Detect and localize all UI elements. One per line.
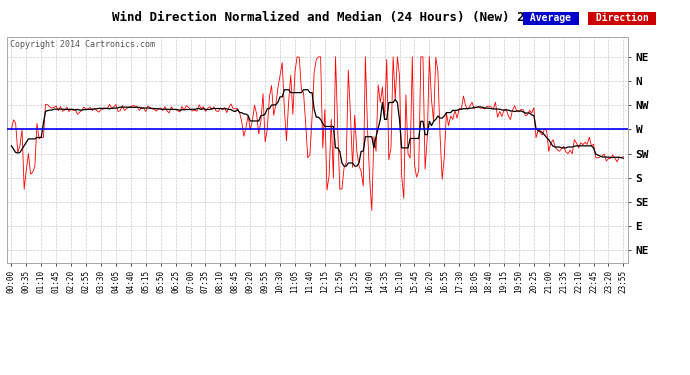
Text: Direction: Direction: [590, 13, 655, 23]
Text: Wind Direction Normalized and Median (24 Hours) (New) 20140916: Wind Direction Normalized and Median (24…: [112, 11, 578, 24]
Text: Average: Average: [524, 13, 578, 23]
Text: Copyright 2014 Cartronics.com: Copyright 2014 Cartronics.com: [10, 40, 155, 49]
